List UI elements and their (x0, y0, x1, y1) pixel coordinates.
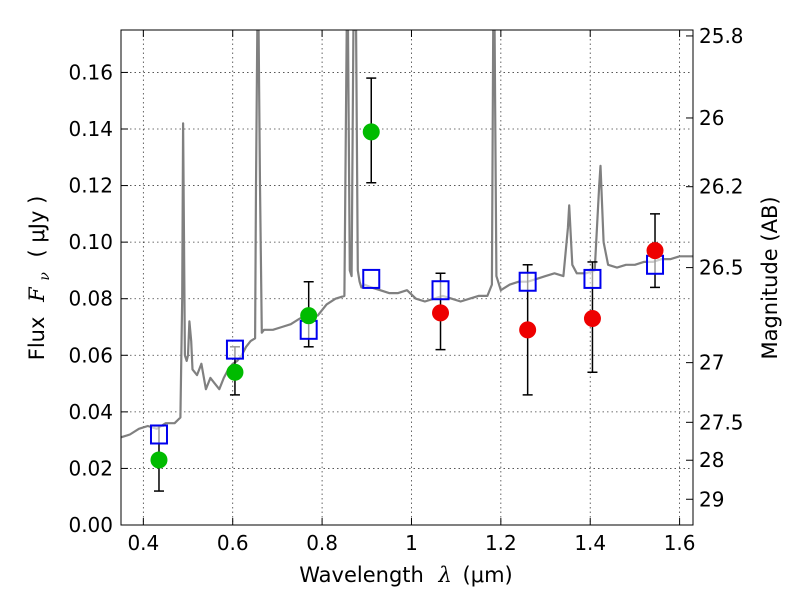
spectrum-line (121, 30, 693, 439)
x-tick-label: 0.4 (127, 531, 159, 555)
y-tick-label: 0.16 (68, 60, 113, 84)
y2-tick-label: 28 (699, 448, 724, 472)
observed-point (519, 321, 537, 339)
x-tick-label: 0.8 (306, 531, 338, 555)
observed-point (583, 310, 601, 328)
y2-tick-label: 25.8 (699, 24, 744, 48)
y2-tick-label: 26.5 (699, 256, 744, 280)
x-tick-label: 1.2 (485, 531, 517, 555)
observed-point (646, 242, 664, 260)
y-axis-ticks: 0.00 0.02 0.04 0.06 0.08 0.10 0.12 0.14 0.16 (68, 60, 128, 537)
grid (121, 30, 693, 525)
y2-tick-label: 26 (699, 106, 724, 130)
y2-axis-title: Magnitude (AB) (758, 196, 782, 359)
model-point (583, 268, 602, 289)
x-tick-label: 0.6 (217, 531, 249, 555)
observed-point (226, 363, 244, 381)
x-tick-label: 1.6 (664, 531, 696, 555)
y-tick-label: 0.00 (68, 513, 113, 537)
observed-point (300, 307, 318, 325)
plot-frame (120, 29, 694, 526)
x-axis-ticks: 0.4 0.6 0.8 1 1.2 1.4 1.6 (127, 30, 696, 555)
x-tick-label: 1 (405, 531, 418, 555)
model-point (431, 280, 450, 301)
observed-points (150, 123, 664, 469)
y-axis-title: Flux F ν ( μJy ) (25, 196, 54, 361)
model-point (225, 339, 244, 360)
y-tick-label: 0.12 (68, 174, 113, 198)
y-tick-label: 0.06 (68, 343, 113, 367)
y-tick-label: 0.04 (68, 400, 113, 424)
spectrum (121, 30, 693, 439)
model-point (518, 271, 537, 292)
observed-point (432, 304, 450, 322)
y2-tick-label: 26.2 (699, 175, 744, 199)
y2-tick-label: 27.5 (699, 410, 744, 434)
model-point (149, 424, 168, 445)
model-points (149, 254, 665, 445)
x-axis-title: Wavelength λ (μm) (299, 563, 512, 587)
y2-axis-ticks: 25.8 26 26.2 26.5 27 27.5 28 29 (686, 24, 744, 511)
observed-point (150, 451, 168, 469)
observed-point (362, 123, 380, 141)
y-tick-label: 0.02 (68, 456, 113, 480)
y-tick-label: 0.08 (68, 287, 113, 311)
y2-tick-label: 27 (699, 351, 724, 375)
y2-tick-label: 29 (699, 487, 724, 511)
y-tick-label: 0.14 (68, 117, 113, 141)
model-point (362, 268, 381, 289)
x-tick-label: 1.4 (574, 531, 606, 555)
y-tick-label: 0.10 (68, 230, 113, 254)
